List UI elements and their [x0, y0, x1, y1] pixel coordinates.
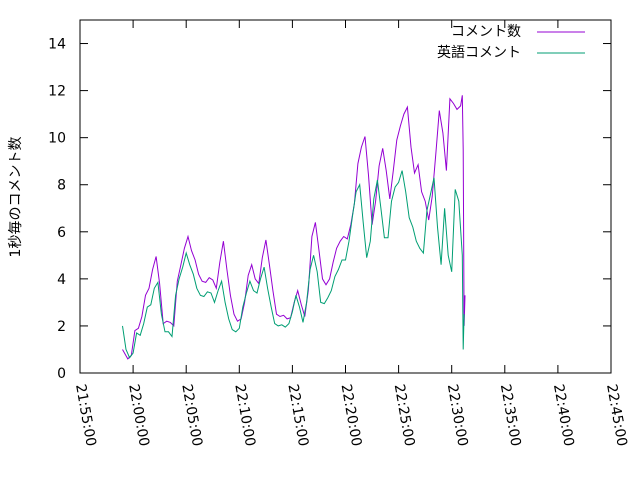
x-tick-label: 22:20:00 — [338, 383, 365, 448]
y-tick-label: 6 — [57, 225, 66, 241]
series-line-comments — [122, 95, 466, 360]
x-tick-label: 22:05:00 — [178, 383, 205, 448]
y-tick-label: 2 — [57, 319, 66, 335]
x-tick-label: 22:25:00 — [391, 383, 418, 448]
series-layer — [122, 95, 466, 360]
x-tick-label: 22:30:00 — [444, 383, 471, 448]
x-tick-label: 22:00:00 — [125, 383, 152, 448]
x-tick-label: 22:40:00 — [550, 383, 577, 448]
x-tick-label: 22:10:00 — [231, 383, 258, 448]
y-tick-label: 8 — [57, 178, 66, 194]
x-axis: 21:55:00 22:00:00 22:05:00 22:10:00 22:15:00… — [72, 20, 630, 448]
legend-label-english: 英語コメント — [437, 44, 521, 61]
y-axis: 0 2 4 6 8 10 12 14 — [48, 37, 611, 382]
y-tick-label: 4 — [57, 272, 66, 288]
y-tick-label: 12 — [48, 84, 66, 100]
plot-frame — [79, 19, 612, 374]
legend: コメント数 英語コメント — [437, 24, 585, 61]
legend-label-comments: コメント数 — [451, 24, 521, 40]
x-tick-label: 22:45:00 — [603, 383, 630, 448]
y-tick-label: 14 — [48, 37, 66, 53]
x-tick-label: 22:35:00 — [497, 383, 524, 448]
y-tick-label: 10 — [48, 131, 66, 147]
y-tick-label: 0 — [57, 366, 66, 382]
x-tick-label: 22:15:00 — [284, 383, 311, 448]
series-line-english — [122, 170, 465, 359]
y-axis-label: 1秒毎のコメント数 — [8, 137, 24, 258]
x-tick-label: 21:55:00 — [72, 383, 99, 448]
